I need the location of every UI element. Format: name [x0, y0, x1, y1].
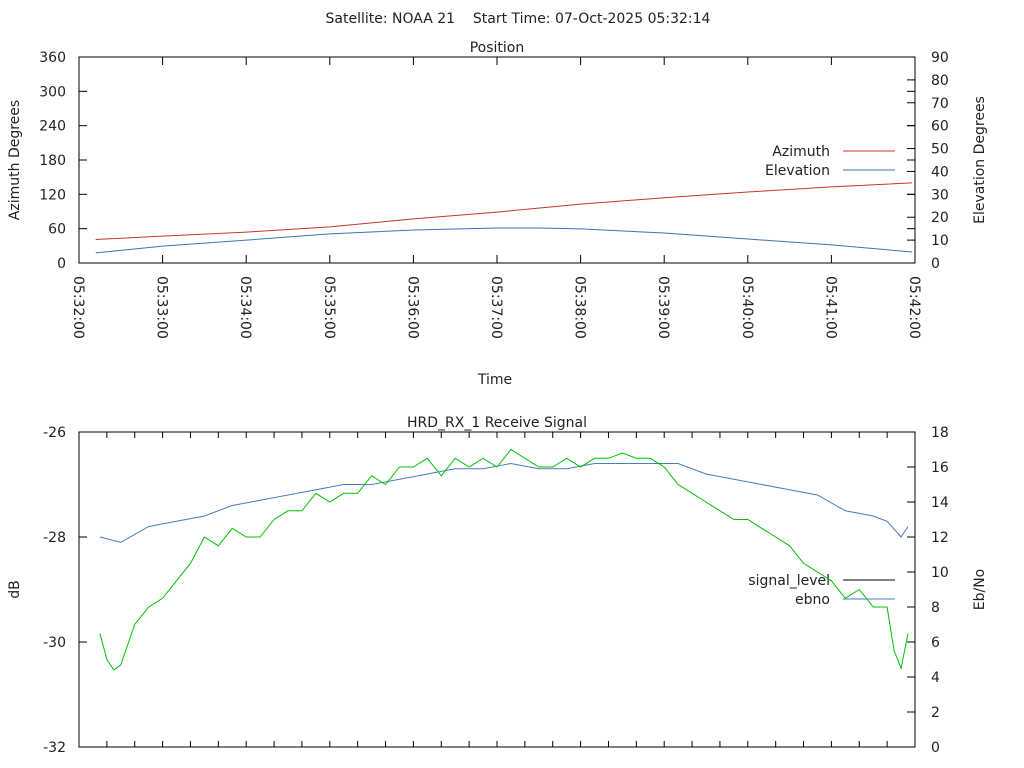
y2-tick-label: 16 [931, 460, 949, 476]
chart-title: HRD_RX_1 Receive Signal [407, 415, 587, 431]
y2-tick-label: 80 [931, 73, 949, 89]
x-tick-label: 05:37:00 [488, 276, 504, 339]
y-axis-label: Azimuth Degrees [7, 100, 23, 220]
y2-tick-label: 30 [931, 187, 949, 203]
series-line-signal_level [99, 462, 909, 543]
y2-tick-label: 10 [931, 565, 949, 581]
y2-tick-label: 90 [931, 50, 949, 66]
x-tick-label: 05:34:00 [237, 276, 253, 339]
y2-tick-label: 12 [931, 530, 949, 546]
series-line-elevation [95, 227, 913, 254]
y2-axis-label: Elevation Degrees [972, 96, 988, 224]
x-tick-label: 05:36:00 [404, 276, 420, 339]
x-tick-label: 05:39:00 [655, 276, 671, 339]
y2-tick-label: 50 [931, 142, 949, 158]
chart-title: Position [470, 40, 525, 56]
y-axis-label: dB [7, 580, 23, 599]
y2-tick-label: 20 [931, 210, 949, 226]
y2-tick-label: 40 [931, 164, 949, 180]
chart-main-title: Satellite: NOAA 21 Start Time: 07-Oct-20… [326, 11, 711, 27]
y-tick-label: -26 [43, 425, 66, 441]
y-tick-label: 240 [39, 119, 66, 135]
y2-tick-label: 4 [931, 670, 940, 686]
plot-frame [78, 56, 916, 264]
y2-tick-label: 70 [931, 96, 949, 112]
x-tick-label: 05:42:00 [906, 276, 922, 339]
series-line-ebno [99, 448, 909, 671]
y2-tick-label: 0 [931, 256, 940, 272]
position-chart: Position 0 60 120 180 240 300 360 0 10 20 30 40 50 60 7… [7, 40, 988, 388]
legend-label-elevation: Elevation [765, 163, 830, 179]
y-tick-label: -28 [43, 530, 66, 546]
legend-label-signal_level: signal_level [748, 573, 830, 589]
x-tick-label: 05:32:00 [70, 276, 86, 339]
legend-label-ebno: ebno [795, 592, 830, 608]
y2-tick-label: 14 [931, 495, 949, 511]
y2-tick-label: 0 [931, 740, 940, 756]
x-axis-label: Time [477, 372, 512, 388]
y-tick-label: 120 [39, 187, 66, 203]
x-tick-label: 05:40:00 [739, 276, 755, 339]
y2-tick-label: 60 [931, 119, 949, 135]
y2-tick-label: 18 [931, 425, 949, 441]
y-tick-label: -32 [43, 740, 66, 756]
y-tick-label: 0 [57, 256, 66, 272]
x-tick-label: 05:41:00 [822, 276, 838, 339]
series-line-azimuth [95, 182, 913, 240]
y-tick-label: 60 [48, 222, 66, 238]
x-tick-label: 05:38:00 [572, 276, 588, 339]
plot-frame [78, 431, 916, 748]
x-tick-label: 05:35:00 [321, 276, 337, 339]
x-tick-label: 05:33:00 [154, 276, 170, 339]
y2-tick-label: 8 [931, 600, 940, 616]
y-tick-label: -30 [43, 635, 66, 651]
y2-tick-label: 2 [931, 705, 940, 721]
y-tick-label: 300 [39, 84, 66, 100]
y-tick-label: 180 [39, 153, 66, 169]
receive-signal-chart: HRD_RX_1 Receive Signal -32 -30 -28 -26 0 2 4 6 8… [7, 415, 988, 756]
y2-tick-label: 10 [931, 233, 949, 249]
y-tick-label: 360 [39, 50, 66, 66]
y2-tick-label: 6 [931, 635, 940, 651]
y2-axis-label: Eb/No [972, 569, 988, 611]
legend-label-azimuth: Azimuth [772, 144, 830, 160]
